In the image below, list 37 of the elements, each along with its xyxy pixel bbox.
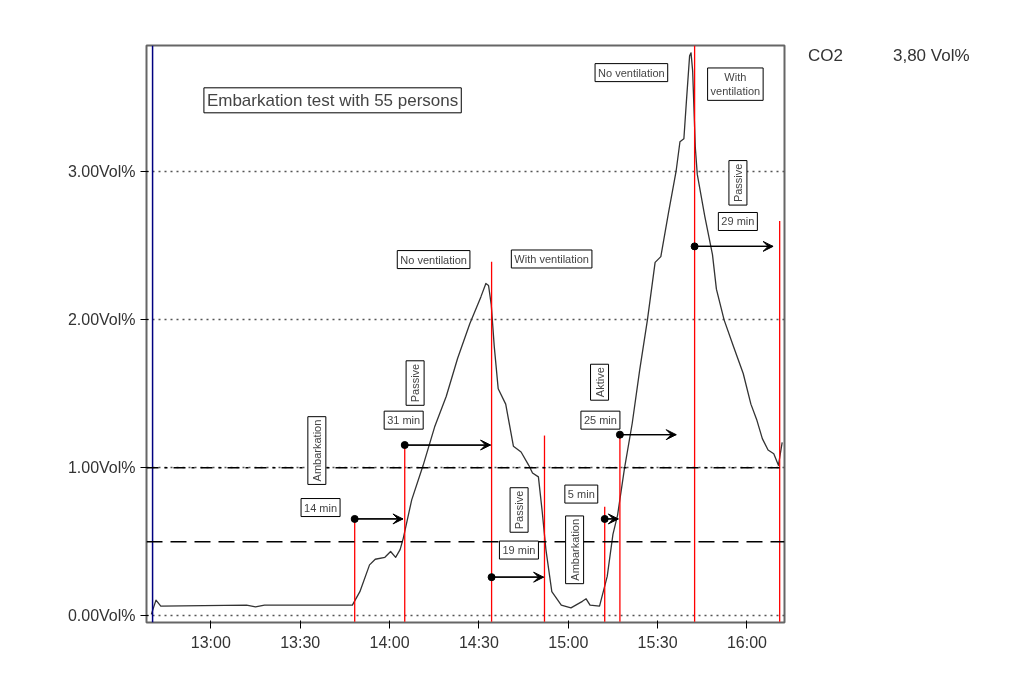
annotation: Ambarkation (568, 518, 581, 581)
x-tick-label: 15:00 (548, 633, 589, 651)
annotation: Passive (731, 163, 744, 203)
text: 3,80 Vol% (892, 45, 970, 67)
annotation: Passive (513, 490, 526, 530)
annotation: 31 min (387, 414, 421, 427)
point (615, 430, 624, 439)
x-tick-label: 13:30 (280, 633, 321, 651)
y-tick-label: 0.00Vol% (67, 607, 136, 625)
text: Embarkation test with 55 persons (206, 90, 459, 110)
annotation: 25 min (583, 414, 617, 427)
point (487, 573, 496, 582)
annotation: With ventilation (710, 70, 761, 98)
point (600, 514, 609, 523)
annotation: 29 min (721, 215, 755, 228)
annotation: No ventilation (598, 66, 665, 79)
x-tick-label: 13:00 (190, 633, 231, 651)
y-tick-label: 1.00Vol% (67, 459, 136, 477)
annotation: 19 min (502, 544, 536, 557)
y-tick-label: 3.00Vol% (67, 162, 136, 180)
annotation: Aktive (593, 367, 606, 398)
text: CO2 (808, 45, 843, 67)
annotation: 14 min (304, 501, 338, 514)
annotation: With ventilation (514, 252, 589, 265)
x-tick-label: 15:30 (637, 633, 678, 651)
annotation: 5 min (567, 488, 595, 501)
point (400, 441, 409, 450)
point (350, 514, 359, 523)
annotation: No ventilation (400, 253, 467, 266)
annotation: Ambarkation (310, 419, 323, 482)
point (690, 242, 699, 251)
x-tick-label: 14:30 (458, 633, 500, 651)
line-series (150, 52, 783, 615)
x-tick-label: 16:00 (726, 633, 768, 651)
annotation: Passive (409, 363, 422, 403)
x-tick-label: 14:00 (369, 633, 410, 651)
y-tick-label: 2.00Vol% (67, 311, 136, 329)
